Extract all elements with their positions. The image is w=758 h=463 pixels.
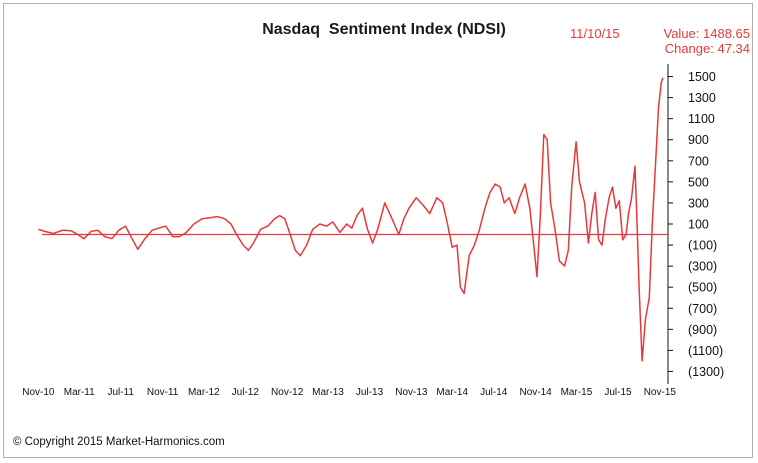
y-axis: 1500 1300 1100 900 700 500 300 100 (100) (300) (50… bbox=[668, 70, 724, 379]
y-tick-label: (1100) bbox=[688, 344, 723, 358]
x-tick-label: Mar-11 bbox=[64, 387, 95, 398]
y-tick-label: (500) bbox=[688, 281, 717, 295]
header-change: Change: 47.34 bbox=[665, 41, 750, 56]
copyright-text: © Copyright 2015 Market-Harmonics.com bbox=[13, 436, 225, 448]
x-tick-label: Jul-12 bbox=[232, 387, 260, 398]
x-tick-label: Nov-11 bbox=[147, 387, 179, 398]
ndsi-chart: Nasdaq Sentiment Index (NDSI) 11/10/15 V… bbox=[13, 21, 751, 448]
y-tick-label: 300 bbox=[688, 196, 709, 210]
y-tick-label: (300) bbox=[688, 260, 717, 274]
chart-frame: Nasdaq Sentiment Index (NDSI) 11/10/15 V… bbox=[3, 3, 753, 458]
y-tick-label: 500 bbox=[688, 175, 709, 189]
x-tick-label: Nov-10 bbox=[22, 387, 55, 398]
y-tick-label: 1100 bbox=[688, 112, 715, 126]
x-tick-label: Nov-13 bbox=[395, 387, 428, 398]
y-tick-label: 900 bbox=[688, 133, 709, 147]
x-tick-label: Nov-12 bbox=[271, 387, 304, 398]
x-tick-label: Mar-12 bbox=[188, 387, 220, 398]
x-tick-label: Mar-13 bbox=[312, 387, 344, 398]
header-date: 11/10/15 bbox=[570, 26, 620, 41]
header-value: Value: 1488.65 bbox=[664, 26, 751, 41]
y-tick-label: 1500 bbox=[688, 70, 716, 84]
plot-area bbox=[38, 77, 668, 362]
y-tick-label: (100) bbox=[688, 239, 717, 253]
x-axis: Nov-10 Mar-11 Jul-11 Nov-11 Mar-12 Jul-12 Nov-… bbox=[22, 387, 676, 398]
y-tick-label: (900) bbox=[688, 323, 717, 337]
x-tick-label: Nov-15 bbox=[644, 387, 677, 398]
x-tick-label: Mar-15 bbox=[561, 387, 593, 398]
y-tick-label: (700) bbox=[688, 302, 717, 316]
y-tick-label: 100 bbox=[688, 218, 709, 232]
x-tick-label: Mar-14 bbox=[436, 387, 468, 398]
y-tick-label: (1300) bbox=[688, 365, 724, 379]
x-tick-label: Jul-14 bbox=[480, 387, 508, 398]
chart-title: Nasdaq Sentiment Index (NDSI) bbox=[262, 21, 506, 38]
x-tick-label: Jul-11 bbox=[107, 387, 134, 398]
x-tick-label: Jul-13 bbox=[356, 387, 384, 398]
x-tick-label: Jul-15 bbox=[604, 387, 632, 398]
y-tick-label: 700 bbox=[688, 154, 709, 168]
ndsi-series-line bbox=[38, 77, 664, 362]
x-tick-label: Nov-14 bbox=[519, 387, 552, 398]
y-tick-label: 1300 bbox=[688, 91, 716, 105]
